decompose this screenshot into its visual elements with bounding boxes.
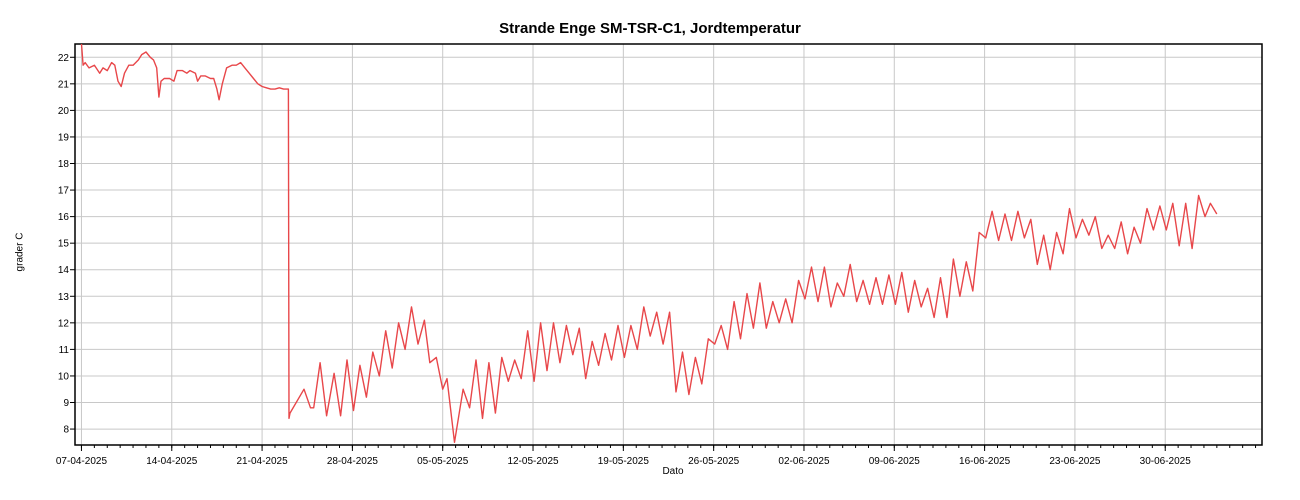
- x-tick-label: 16-06-2025: [959, 456, 1011, 467]
- y-tick-label: 11: [59, 345, 70, 356]
- x-tick-label: 19-05-2025: [598, 456, 650, 467]
- x-tick-label: 02-06-2025: [778, 456, 830, 467]
- y-tick-label: 17: [58, 186, 70, 197]
- x-tick-label: 09-06-2025: [869, 456, 921, 467]
- x-tick-label: 05-05-2025: [417, 456, 469, 467]
- series-line: [80, 44, 1218, 443]
- grid: [75, 44, 1262, 445]
- chart-title: Strande Enge SM-TSR-C1, Jordtemperatur: [499, 20, 801, 37]
- x-axis-label: Dato: [662, 466, 684, 477]
- x-tick-label: 14-04-2025: [146, 456, 198, 467]
- y-tick-label: 21: [58, 79, 70, 90]
- x-tick-label: 21-04-2025: [237, 456, 289, 467]
- x-tick-label: 26-05-2025: [688, 456, 740, 467]
- y-tick-label: 16: [58, 212, 70, 223]
- x-tick-label: 07-04-2025: [56, 456, 108, 467]
- y-tick-label: 8: [63, 425, 69, 436]
- x-tick-label: 12-05-2025: [507, 456, 559, 467]
- y-axis: 8 9 10 11 12 13 14 15 16 17 18 19 20 21 22: [58, 53, 75, 436]
- plot-area-frame: [74, 43, 1263, 446]
- y-tick-label: 18: [58, 159, 70, 170]
- x-axis: 07-04-2025 14-04-2025 21-04-2025 28-04-2025…: [56, 445, 1257, 467]
- y-tick-label: 14: [58, 265, 70, 276]
- x-tick-label: 30-06-2025: [1140, 456, 1192, 467]
- y-tick-label: 13: [58, 292, 70, 303]
- x-tick-label: 28-04-2025: [327, 456, 379, 467]
- y-tick-label: 10: [58, 371, 70, 382]
- y-tick-label: 15: [58, 239, 70, 250]
- y-tick-label: 19: [58, 132, 70, 143]
- y-tick-label: 9: [63, 398, 69, 409]
- y-tick-label: 12: [58, 318, 70, 329]
- x-tick-label: 23-06-2025: [1049, 456, 1101, 467]
- y-tick-label: 22: [58, 53, 70, 64]
- y-tick-label: 20: [58, 106, 70, 117]
